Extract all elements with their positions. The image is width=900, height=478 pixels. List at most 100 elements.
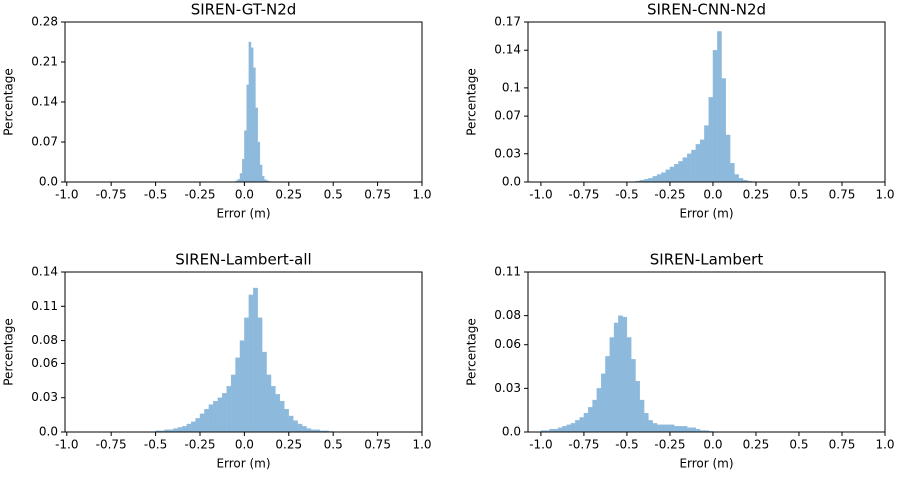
x-tick-label: 0.25: [743, 438, 770, 452]
bar: [674, 426, 679, 433]
bar: [230, 374, 236, 433]
x-tick-label: 0.25: [275, 438, 302, 452]
bar: [661, 172, 666, 183]
y-tick-label: 0.03: [494, 381, 521, 395]
bar: [618, 315, 623, 433]
bar: [204, 408, 210, 433]
bar: [199, 413, 205, 433]
x-tick-label: -0.25: [184, 438, 215, 452]
bar: [275, 394, 281, 433]
bar: [288, 415, 294, 433]
bar: [182, 426, 187, 433]
bar: [239, 340, 245, 433]
x-tick-label: 0.0: [235, 438, 254, 452]
bar: [575, 420, 580, 433]
y-tick-label: 0.14: [494, 43, 521, 57]
bar: [665, 169, 671, 183]
bar: [605, 356, 610, 433]
bar: [186, 423, 192, 433]
bar: [734, 174, 739, 183]
bar: [242, 158, 245, 183]
bar: [270, 386, 276, 433]
axes-frame: [64, 21, 423, 183]
bar: [725, 134, 731, 183]
y-tick-label: 0.0: [502, 175, 521, 189]
bar: [686, 153, 692, 183]
y-tick-label: 0.17: [494, 15, 521, 29]
y-tick-label: 0.11: [494, 265, 521, 279]
x-axis-label: Error (m): [216, 207, 270, 221]
y-tick-label: 0.1: [502, 80, 521, 94]
x-tick-label: 0.75: [364, 438, 391, 452]
x-tick-label: -0.75: [96, 188, 127, 202]
bar: [297, 423, 303, 433]
bar: [669, 424, 675, 433]
x-axis-label: Error (m): [216, 457, 270, 471]
bar: [656, 174, 662, 183]
y-tick-label: 0.28: [31, 15, 58, 29]
bar: [562, 426, 567, 433]
y-tick-label: 0.14: [31, 95, 58, 109]
x-tick-label: 1.0: [412, 188, 431, 202]
x-tick-label: 0.25: [275, 188, 302, 202]
bar: [721, 78, 727, 183]
bar: [570, 423, 576, 433]
x-tick-label: 0.0: [235, 188, 254, 202]
bar: [691, 427, 696, 433]
axes-frame: [527, 21, 886, 183]
bar: [699, 139, 705, 183]
x-tick-label: -0.25: [184, 188, 215, 202]
x-axis-label: Error (m): [679, 457, 733, 471]
bar: [226, 386, 232, 433]
bar: [613, 322, 619, 433]
chart-title: SIREN-Lambert-all: [175, 251, 311, 269]
x-tick-label: -0.5: [144, 188, 167, 202]
x-tick-label: -0.25: [654, 438, 685, 452]
bar: [583, 412, 589, 433]
bar: [652, 423, 658, 433]
chart-title: SIREN-GT-N2d: [191, 1, 297, 19]
bar: [301, 426, 307, 433]
bar: [730, 163, 735, 183]
bar: [293, 420, 298, 433]
x-tick-label: 0.0: [703, 438, 722, 452]
bar: [704, 125, 709, 183]
x-tick-label: -1.0: [529, 438, 552, 452]
bar: [250, 47, 254, 183]
bar: [279, 400, 285, 433]
bar: [579, 417, 585, 433]
y-tick-label: 0.14: [31, 265, 58, 279]
bar: [244, 130, 247, 183]
x-tick-label: 0.5: [789, 438, 808, 452]
x-tick-label: -0.75: [96, 438, 127, 452]
y-tick-label: 0.08: [31, 333, 58, 347]
bar: [695, 144, 701, 183]
y-tick-label: 0.21: [31, 55, 58, 69]
bar: [266, 374, 272, 433]
chart-title: SIREN-Lambert: [650, 251, 764, 269]
bar: [648, 420, 653, 433]
bar: [235, 357, 241, 433]
x-tick-label: -0.5: [615, 438, 638, 452]
y-tick-label: 0.06: [494, 337, 521, 351]
bar: [665, 424, 671, 433]
bar: [626, 337, 632, 433]
x-tick-label: 1.0: [412, 438, 431, 452]
x-tick-label: 1.0: [875, 438, 894, 452]
y-tick-label: 0.03: [494, 146, 521, 160]
bar: [678, 161, 683, 183]
bar: [600, 373, 606, 433]
chart-title: SIREN-CNN-N2d: [647, 1, 766, 19]
x-tick-label: 0.5: [324, 438, 343, 452]
bar: [246, 84, 249, 183]
x-tick-label: -0.5: [144, 438, 167, 452]
bar: [222, 392, 227, 433]
y-tick-label: 0.0: [39, 175, 58, 189]
bar: [213, 400, 218, 433]
bar: [708, 97, 714, 183]
bar: [717, 31, 722, 183]
bar: [284, 408, 289, 433]
x-tick-label: 0.75: [829, 438, 856, 452]
bar: [682, 426, 688, 433]
